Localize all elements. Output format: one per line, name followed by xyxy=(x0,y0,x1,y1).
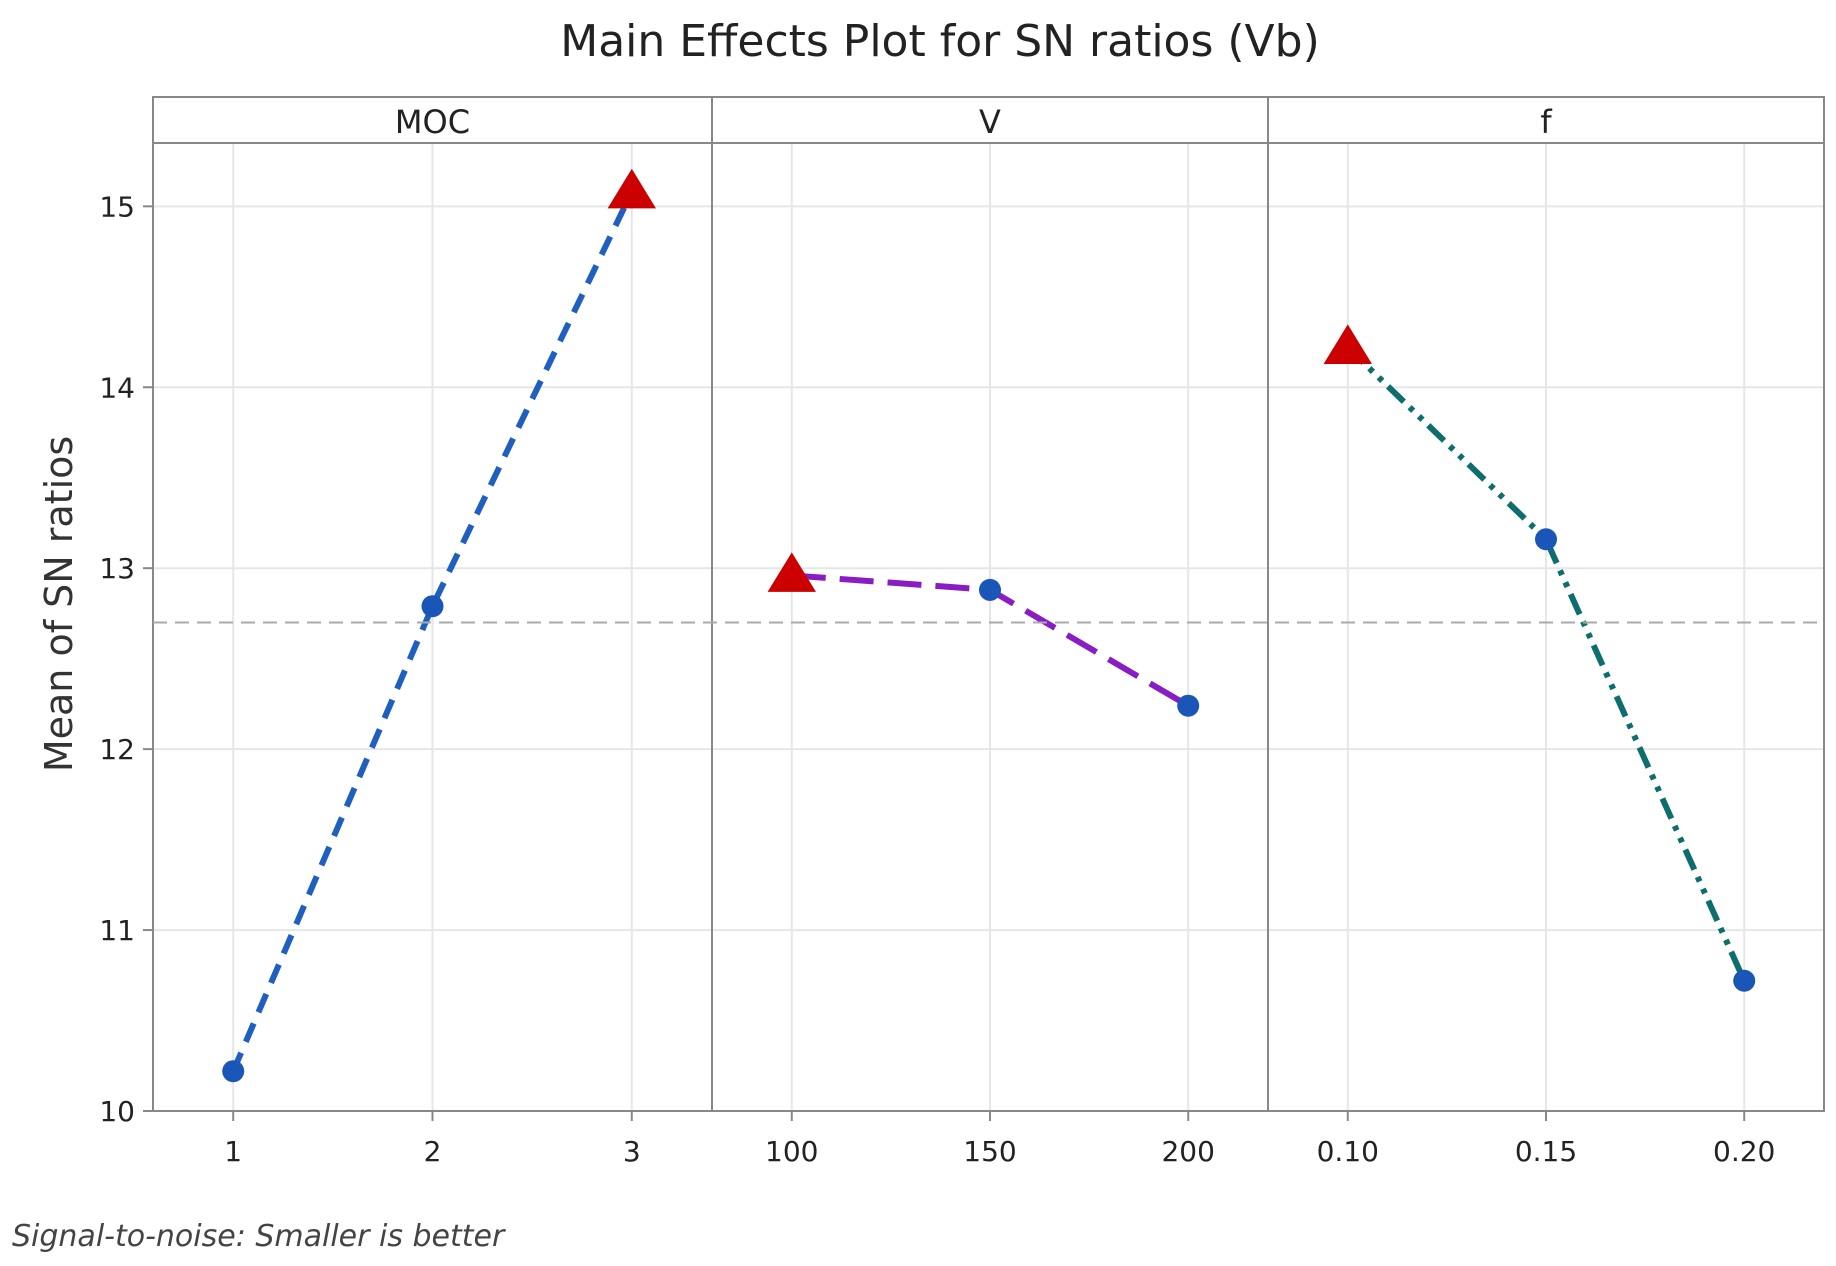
data-point-marker xyxy=(1535,528,1557,551)
x-tick-label: 150 xyxy=(963,1135,1016,1168)
best-level-marker xyxy=(1323,324,1372,364)
x-tick-label: 0.20 xyxy=(1713,1135,1775,1168)
y-tick-label: 15 xyxy=(99,190,135,223)
panel-label: f xyxy=(1540,103,1552,141)
panel-label: MOC xyxy=(395,103,470,141)
panel-f: f 0.10 0.15 0.20 xyxy=(1267,96,1825,1168)
footnote: Signal-to-noise: Smaller is better xyxy=(12,1219,506,1254)
y-tick-label: 11 xyxy=(99,914,135,947)
x-tick-label: 2 xyxy=(424,1135,442,1168)
y-tick-label: 10 xyxy=(99,1095,135,1128)
data-point-marker xyxy=(1733,969,1756,992)
y-tick-label: 13 xyxy=(99,552,135,585)
data-point-marker xyxy=(979,578,1001,601)
panel-frame xyxy=(1267,142,1825,1112)
x-tick-label: 100 xyxy=(765,1135,818,1168)
panel-label: V xyxy=(979,103,1001,141)
panel-header xyxy=(1267,96,1825,144)
data-point-marker xyxy=(421,595,444,618)
x-tick-label: 0.10 xyxy=(1317,1135,1379,1168)
y-tick-label: 12 xyxy=(99,733,135,766)
best-level-marker xyxy=(767,552,816,592)
best-level-marker xyxy=(607,168,656,209)
x-tick-label: 3 xyxy=(623,1135,641,1168)
x-tick-label: 0.15 xyxy=(1515,1135,1577,1168)
x-tick-label: 1 xyxy=(224,1135,242,1168)
x-tick-label: 200 xyxy=(1161,1135,1214,1168)
panel-moc: MOC 1 2 3 xyxy=(152,96,713,1168)
y-tick-label: 14 xyxy=(99,371,135,404)
y-axis-label: Mean of SN ratios xyxy=(37,436,81,772)
chart-title: Main Effects Plot for SN ratios (Vb) xyxy=(560,16,1320,67)
panel-v: V 100 150 200 xyxy=(711,96,1269,1168)
series-line-moc xyxy=(230,190,635,1073)
data-point-marker xyxy=(222,1060,245,1083)
data-point-marker xyxy=(1177,694,1200,717)
